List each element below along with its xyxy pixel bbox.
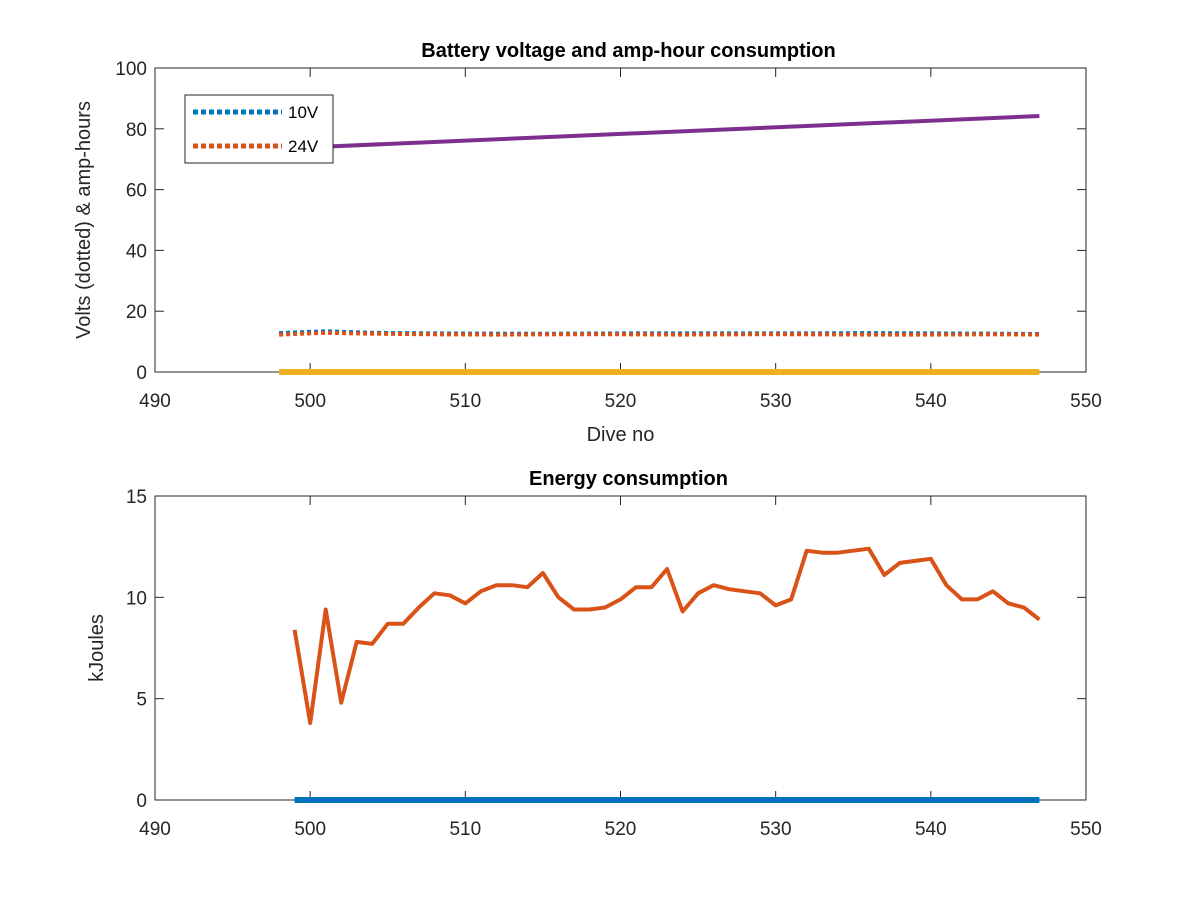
battery-chart-title: Battery voltage and amp-hour consumption <box>421 40 835 62</box>
y-tick-label: 5 <box>136 690 147 711</box>
x-tick-label: 520 <box>605 391 637 412</box>
legend-label-10v: 10V <box>288 103 319 122</box>
y-tick-label: 80 <box>126 120 147 141</box>
x-tick-label: 550 <box>1070 819 1102 840</box>
battery-axes: 490 500 510 520 530 540 550 0 20 40 60 80 100 Batter… <box>73 40 1102 446</box>
series-line-0-1 <box>279 330 1040 337</box>
y-tick-label: 40 <box>126 241 147 262</box>
y-tick-label: 15 <box>126 487 147 508</box>
battery-series <box>279 114 1040 375</box>
battery-x-axis-label: Dive no <box>587 424 655 446</box>
series-line-1-1 <box>292 546 1041 725</box>
energy-chart-title: Energy consumption <box>529 468 728 490</box>
x-tick-label: 520 <box>605 819 637 840</box>
x-tick-label: 510 <box>449 819 481 840</box>
x-tick-label: 500 <box>294 819 326 840</box>
energy-series <box>292 546 1041 803</box>
y-tick-label: 0 <box>136 363 147 384</box>
x-tick-label: 540 <box>915 819 947 840</box>
x-tick-label: 490 <box>139 819 171 840</box>
x-tick-label: 530 <box>760 819 792 840</box>
battery-y-axis-label: Volts (dotted) & amp-hours <box>73 101 95 339</box>
energy-plot-area <box>154 495 1087 801</box>
battery-legend: 10V 24V <box>184 94 334 164</box>
x-tick-label: 530 <box>760 391 792 412</box>
x-tick-label: 550 <box>1070 391 1102 412</box>
legend-box <box>184 94 334 164</box>
x-tick-label: 490 <box>139 391 171 412</box>
x-tick-label: 540 <box>915 391 947 412</box>
battery-ticks: 490 500 510 520 530 540 550 0 20 40 60 80 100 <box>115 59 1102 412</box>
y-tick-label: 20 <box>126 302 147 323</box>
series-line-0-3 <box>279 114 1040 151</box>
x-tick-label: 500 <box>294 391 326 412</box>
x-tick-label: 510 <box>449 391 481 412</box>
legend-label-24v: 24V <box>288 137 319 156</box>
y-tick-label: 100 <box>115 59 147 80</box>
y-tick-label: 0 <box>136 791 147 812</box>
y-tick-label: 10 <box>126 588 147 609</box>
energy-y-axis-label: kJoules <box>86 614 108 682</box>
y-tick-label: 60 <box>126 181 147 202</box>
